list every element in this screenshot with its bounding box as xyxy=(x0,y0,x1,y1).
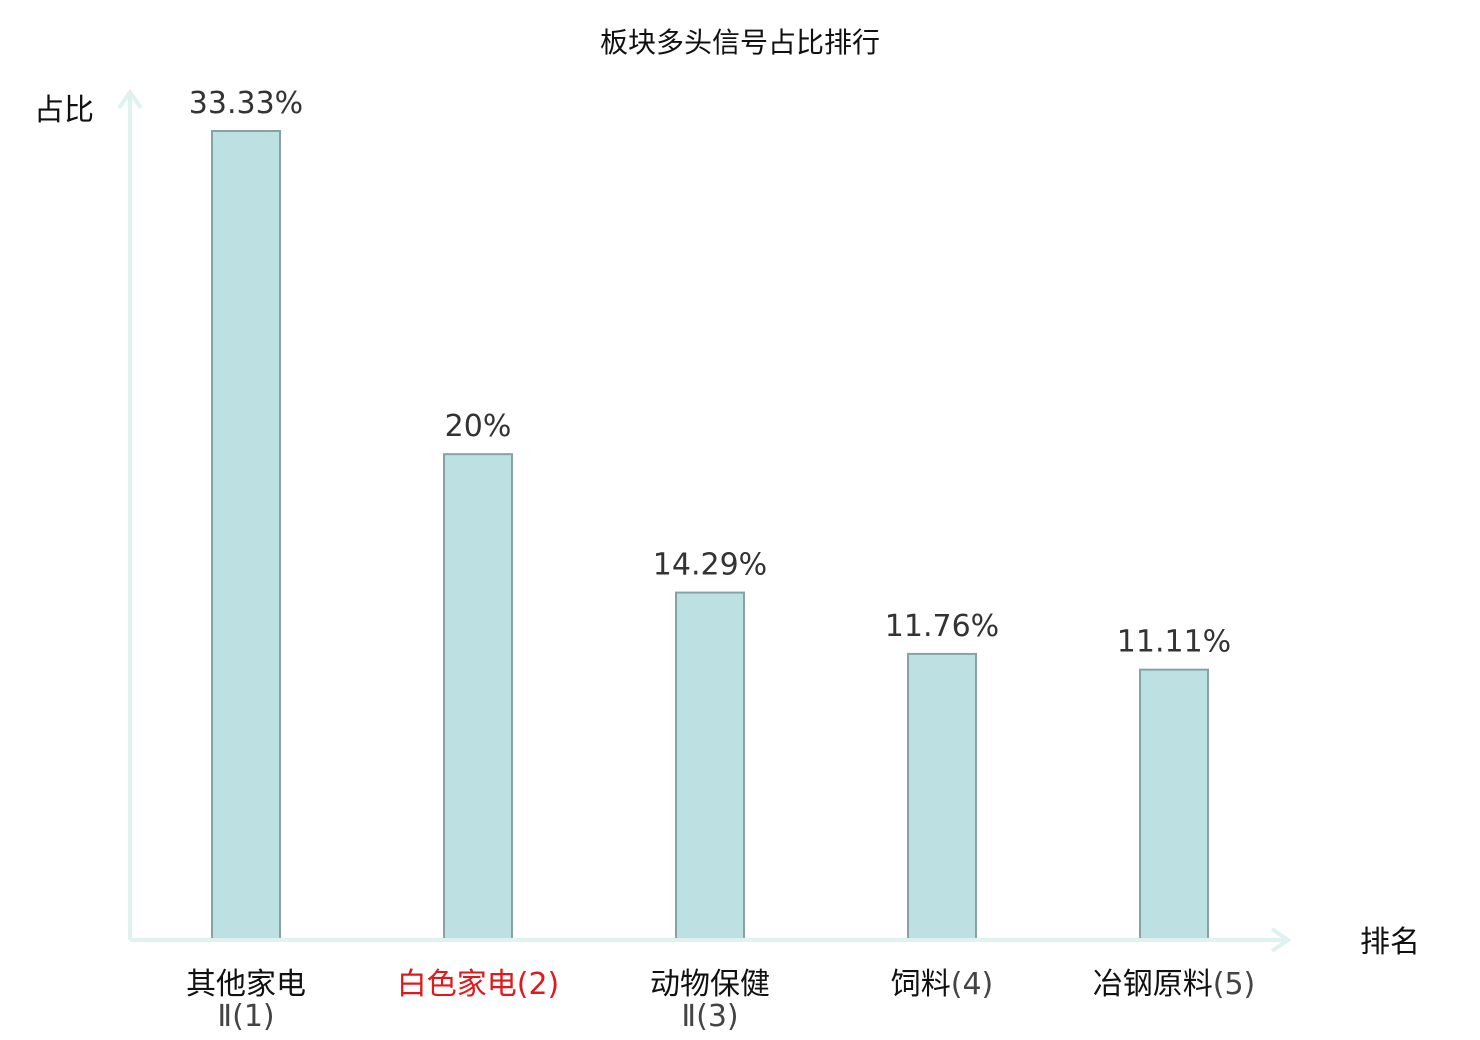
category-name-3: 动物保健 xyxy=(650,967,770,1002)
chart-title: 板块多头信号占比排行 xyxy=(600,26,880,59)
value-label-2: 20% xyxy=(445,409,512,444)
value-label-1: 33.33% xyxy=(189,86,303,121)
category-suffix-3: Ⅱ xyxy=(681,999,696,1034)
y-axis-label: 占比 xyxy=(34,93,94,128)
category-label-3: 动物保健 xyxy=(650,967,770,1002)
y-axis xyxy=(117,88,143,940)
category-rank-1: (1) xyxy=(232,999,275,1034)
bar-3 xyxy=(675,591,745,940)
bar-5 xyxy=(1139,668,1209,941)
bars-group: 33.33% 20% 14.29% 11.76% 11.11% xyxy=(189,86,1231,941)
value-label-4: 11.76% xyxy=(885,609,999,644)
category-rank-4: (4) xyxy=(951,967,994,1002)
category-name-5: 冶钢原料 xyxy=(1093,967,1213,1002)
category-label-line2-1: Ⅱ(1) xyxy=(217,999,274,1034)
x-axis-arrow xyxy=(1270,927,1292,953)
category-rank-3: (3) xyxy=(696,999,739,1034)
category-rank-2: (2) xyxy=(517,967,560,1002)
category-label-5: 冶钢原料(5) xyxy=(1093,967,1256,1002)
bar-2 xyxy=(443,453,513,940)
value-label-5: 11.11% xyxy=(1117,625,1231,660)
category-label-1: 其他家电 xyxy=(186,967,306,1002)
bar-4 xyxy=(907,652,977,941)
category-label-line2-3: Ⅱ(3) xyxy=(681,999,738,1034)
category-name-1: 其他家电 xyxy=(186,967,306,1002)
bar-1 xyxy=(211,130,281,940)
category-label-4: 饲料(4) xyxy=(891,967,994,1002)
x-axis-label: 排名 xyxy=(1360,925,1420,960)
category-rank-5: (5) xyxy=(1213,967,1256,1002)
category-name-4: 饲料 xyxy=(891,967,951,1002)
category-label-2: 白色家电(2) xyxy=(397,967,560,1002)
category-suffix-1: Ⅱ xyxy=(217,999,232,1034)
y-axis-arrow xyxy=(117,88,143,110)
x-axis xyxy=(130,927,1292,953)
value-label-3: 14.29% xyxy=(653,548,767,583)
category-name-2: 白色家电 xyxy=(397,967,517,1002)
